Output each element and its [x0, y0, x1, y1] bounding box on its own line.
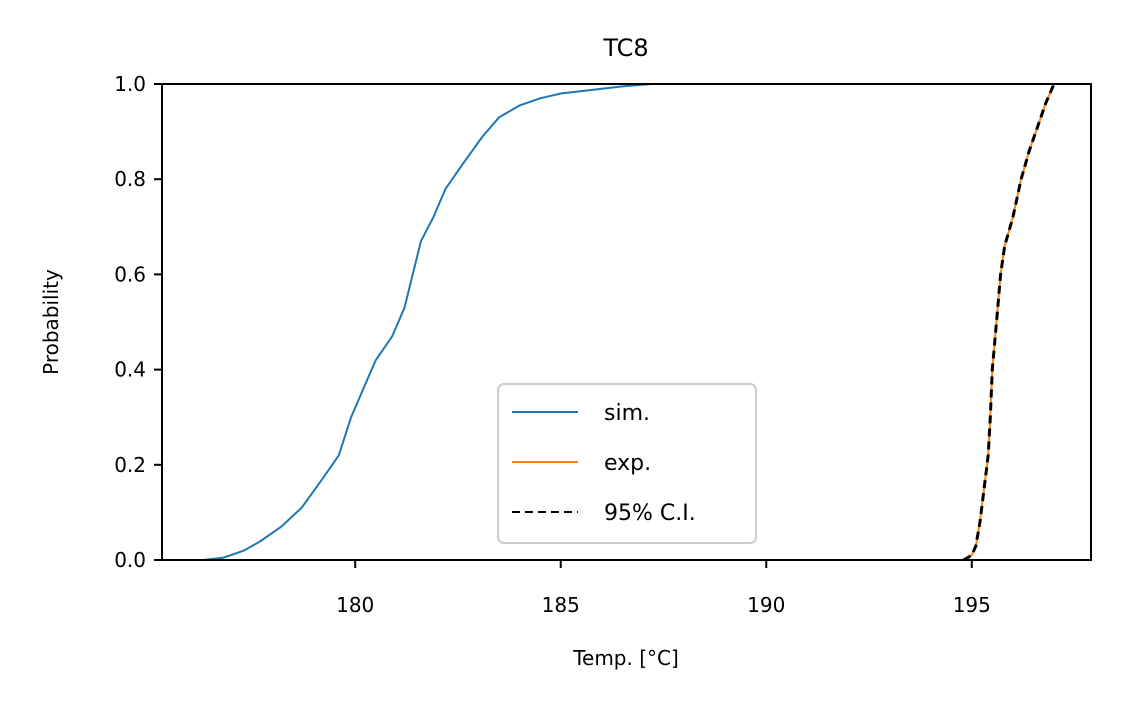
- x-tick-label: 195: [953, 593, 991, 617]
- x-tick-label: 190: [747, 593, 785, 617]
- y-tick-label: 1.0: [114, 72, 146, 96]
- x-axis-label: Temp. [°C]: [572, 646, 679, 670]
- series-line-0: [202, 83, 652, 561]
- legend-label-sim: sim.: [604, 401, 650, 426]
- legend-box: [497, 383, 757, 544]
- y-tick-label: 0.4: [114, 358, 146, 382]
- chart-title: TC8: [602, 34, 648, 62]
- y-tick-label: 0.6: [114, 262, 146, 286]
- x-tick-label: 180: [336, 593, 374, 617]
- y-axis: 0.0 0.2 0.4 0.6 0.8 1.0: [114, 72, 162, 572]
- y-tick-label: 0.0: [114, 548, 146, 572]
- legend-label-exp: exp.: [604, 451, 651, 476]
- plot-area: [202, 83, 1056, 562]
- axes-frame: [161, 83, 1092, 561]
- x-tick-label: 185: [542, 593, 580, 617]
- series-line-1: [963, 83, 1055, 561]
- legend: sim. exp. 95% C.I.: [497, 383, 757, 544]
- x-axis: 180 185 190 195: [336, 560, 991, 617]
- legend-label-ci: 95% C.I.: [604, 501, 696, 526]
- y-axis-label: Probability: [39, 269, 63, 375]
- y-tick-label: 0.8: [114, 167, 146, 191]
- y-tick-label: 0.2: [114, 453, 146, 477]
